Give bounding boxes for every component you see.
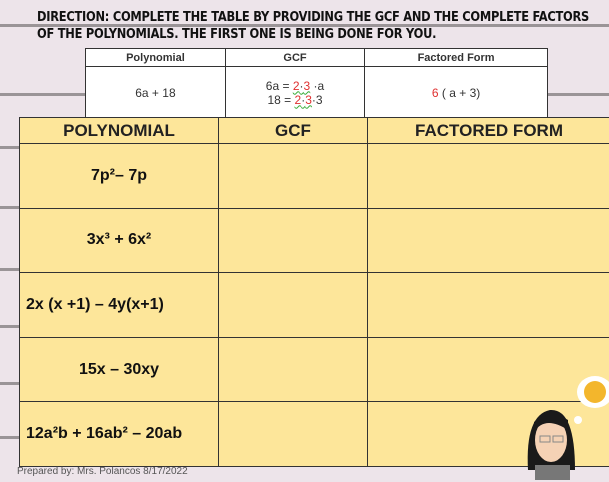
polynomial-cell: 2x (x +1) – 4y(x+1) xyxy=(19,272,219,338)
example-header: Factored Form xyxy=(364,48,548,67)
example-header: GCF xyxy=(224,48,366,67)
gcf-text: · xyxy=(299,78,304,93)
table-row: 2x (x +1) – 4y(x+1) xyxy=(19,272,609,338)
table-row: 12a²b + 16ab² – 20ab xyxy=(19,401,609,467)
divider-line xyxy=(0,436,20,439)
gcf-factor: 2 xyxy=(294,92,302,107)
divider-line xyxy=(0,268,20,271)
table-row: 15x – 30xy xyxy=(19,336,609,403)
polynomial-cell: 15x – 30xy xyxy=(19,336,219,403)
gcf-text: ·a xyxy=(310,78,325,93)
example-polynomial: 6a + 18 xyxy=(85,66,226,119)
thinking-avatar-icon xyxy=(527,376,609,480)
gcf-cell[interactable] xyxy=(218,336,368,403)
example-gcf: 6a = 2·3 ·a 18 = 2·3·3 xyxy=(224,66,366,119)
example-factored: 6 ( a + 3) xyxy=(364,66,548,119)
gcf-text: 18 = xyxy=(267,92,295,107)
gcf-text: 6a = xyxy=(265,78,293,93)
gcf-cell[interactable] xyxy=(218,272,368,338)
example-header: Polynomial xyxy=(85,48,226,67)
factored-cell[interactable] xyxy=(367,207,609,274)
gcf-cell[interactable] xyxy=(218,143,368,209)
factored-cell[interactable] xyxy=(367,336,609,403)
table-row: 7p²– 7p xyxy=(19,143,609,209)
factored-rest: ( a + 3) xyxy=(438,85,481,100)
gcf-cell[interactable] xyxy=(218,401,368,467)
polynomial-cell: 3x³ + 6x² xyxy=(19,207,219,274)
factored-gcf: 6 xyxy=(431,85,439,100)
example-table: Polynomial GCF Factored Form 6a + 18 6a … xyxy=(85,48,548,119)
polynomial-cell: 12a²b + 16ab² – 20ab xyxy=(19,401,219,467)
gcf-text: ·3 xyxy=(311,92,323,107)
divider-line xyxy=(0,325,20,328)
gcf-factor: 3 xyxy=(303,78,311,93)
header-factored-form: FACTORED FORM xyxy=(367,117,609,144)
table-row: 3x³ + 6x² xyxy=(19,207,609,274)
factored-cell[interactable] xyxy=(367,143,609,209)
gcf-text: · xyxy=(301,92,306,107)
divider-line xyxy=(0,382,20,385)
divider-line xyxy=(0,24,609,27)
direction-text: DIRECTION: COMPLETE THE TABLE BY PROVIDI… xyxy=(37,10,589,42)
footer-credit: Prepared by: Mrs. Polancos 8/17/2022 xyxy=(17,466,188,477)
divider-line xyxy=(0,206,20,209)
gcf-factor: 3 xyxy=(305,92,312,107)
factored-cell[interactable] xyxy=(367,272,609,338)
gcf-cell[interactable] xyxy=(218,207,368,274)
divider-line xyxy=(0,146,20,149)
polynomial-cell: 7p²– 7p xyxy=(19,143,219,209)
header-polynomial: POLYNOMIAL xyxy=(19,117,219,144)
exercise-table: POLYNOMIAL GCF FACTORED FORM 7p²– 7p 3x³… xyxy=(19,117,609,467)
gcf-factor: 2 xyxy=(292,78,300,93)
header-gcf: GCF xyxy=(218,117,368,144)
